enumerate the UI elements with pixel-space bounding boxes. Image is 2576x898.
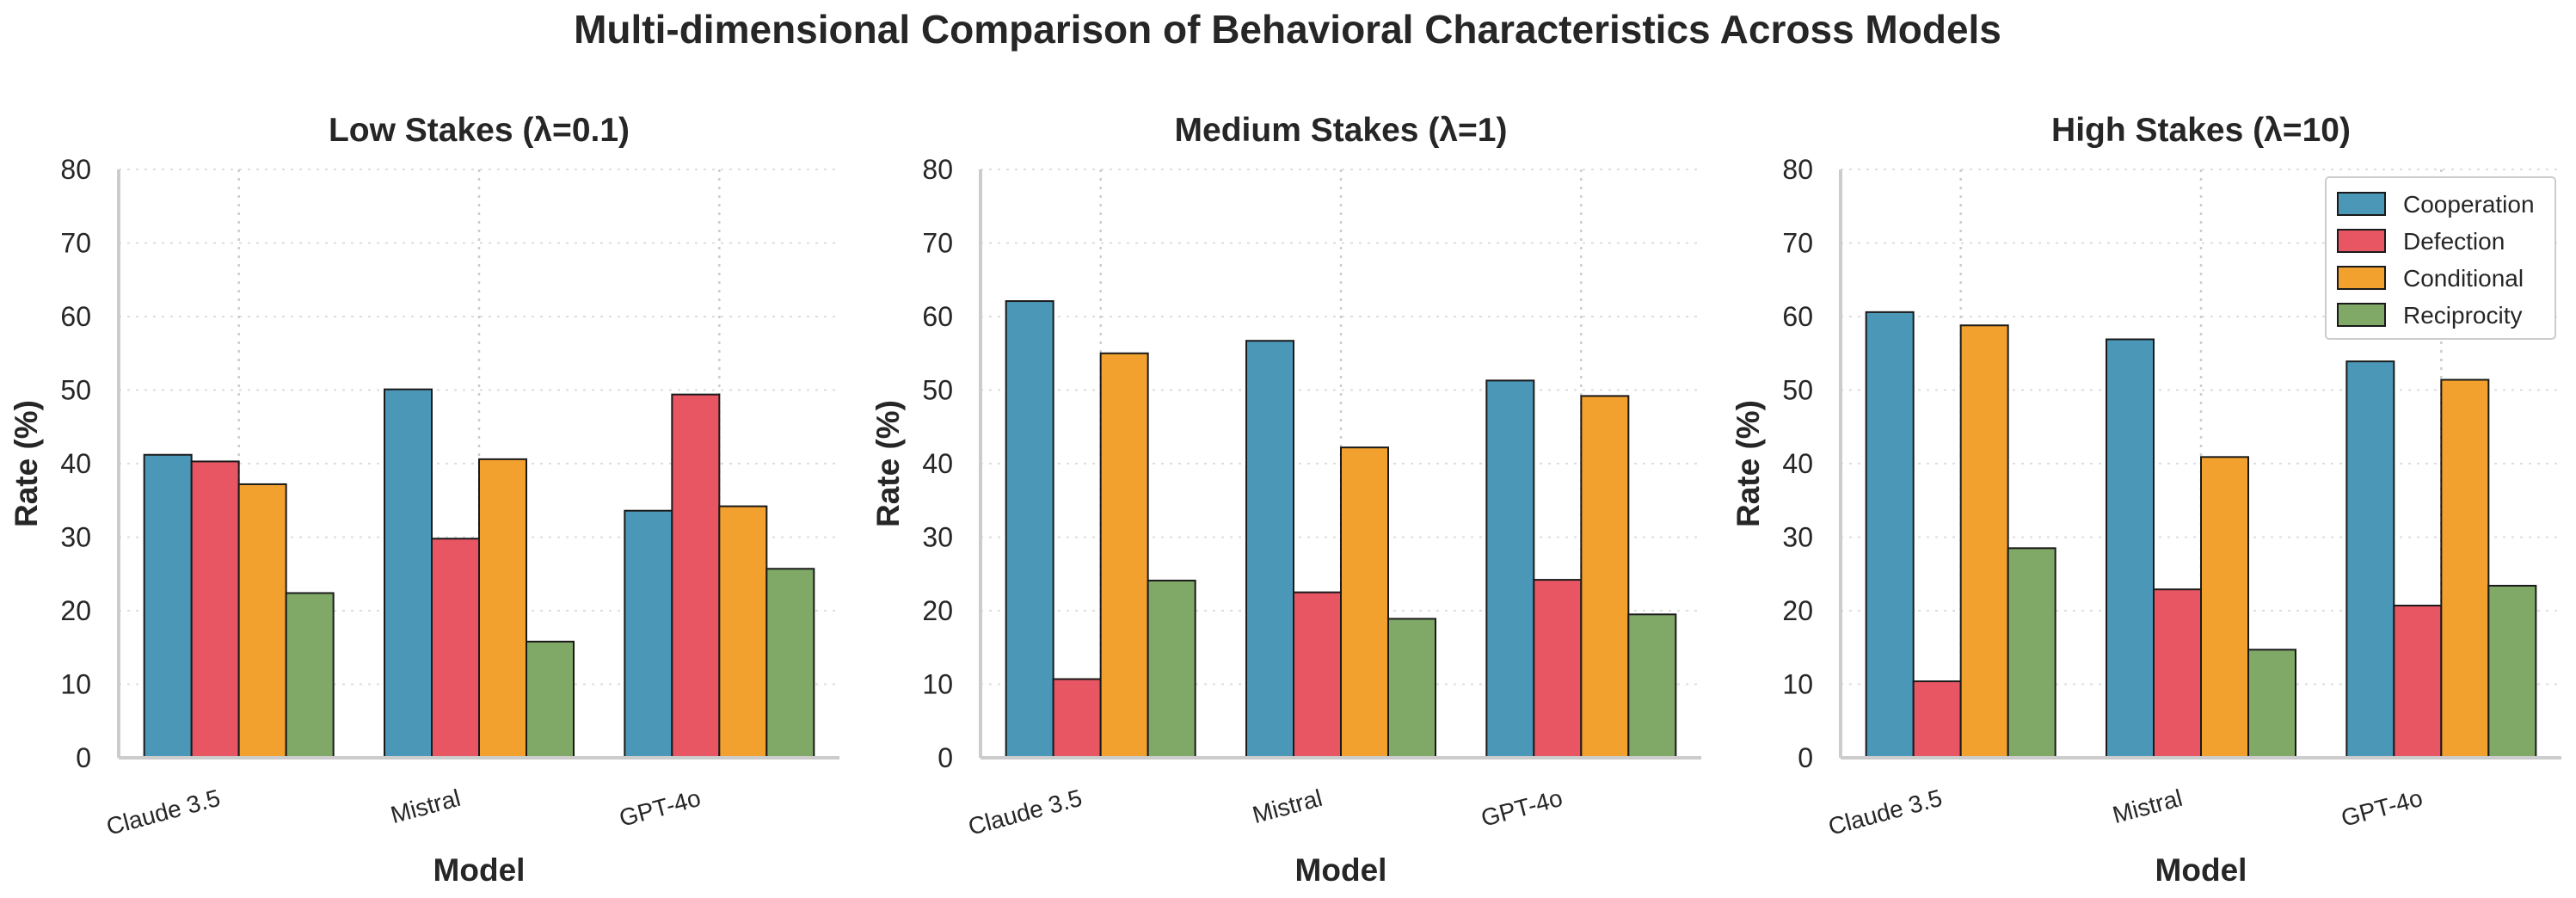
y-axis-label: Rate (%) bbox=[9, 400, 44, 527]
bar-cooperation-gpt-4o bbox=[1485, 379, 1535, 759]
y-tick-label: 0 bbox=[1798, 742, 1813, 773]
chart-title: Multi-dimensional Comparison of Behavior… bbox=[574, 7, 2001, 52]
bar-conditional-mistral bbox=[1340, 446, 1389, 759]
bar-reciprocity-claude-3-5 bbox=[2007, 547, 2056, 760]
bar-defection-mistral bbox=[2153, 588, 2202, 760]
bar-conditional-gpt-4o bbox=[2440, 378, 2490, 759]
bar-defection-claude-3-5 bbox=[1052, 678, 1102, 760]
bar-cooperation-mistral bbox=[1245, 340, 1294, 759]
y-tick-label: 10 bbox=[60, 669, 91, 700]
y-tick-label: 60 bbox=[60, 301, 91, 332]
subplot-title: High Stakes (λ=10) bbox=[2051, 112, 2351, 149]
bar-reciprocity-claude-3-5 bbox=[1147, 579, 1196, 759]
y-tick-label: 20 bbox=[1782, 595, 1813, 626]
y-tick-label: 70 bbox=[60, 228, 91, 259]
bar-reciprocity-mistral bbox=[1387, 618, 1436, 760]
y-tick-label: 60 bbox=[1782, 301, 1813, 332]
legend-frame bbox=[2325, 176, 2556, 340]
bar-conditional-claude-3-5 bbox=[237, 483, 287, 759]
y-tick-label: 30 bbox=[60, 522, 91, 553]
y-tick-label: 20 bbox=[60, 595, 91, 626]
x-tick-label: GPT-4o bbox=[617, 784, 704, 832]
y-tick-label: 10 bbox=[922, 669, 953, 700]
legend-swatch-reciprocity bbox=[2337, 303, 2386, 327]
y-tick-label: 30 bbox=[1782, 522, 1813, 553]
bar-conditional-gpt-4o bbox=[1580, 395, 1630, 759]
x-tick-label: Mistral bbox=[1250, 784, 1325, 828]
legend-swatch-cooperation bbox=[2337, 192, 2386, 216]
bar-cooperation-gpt-4o bbox=[2345, 360, 2395, 759]
bar-defection-claude-3-5 bbox=[190, 460, 240, 759]
y-tick-label: 80 bbox=[922, 154, 953, 185]
bar-cooperation-gpt-4o bbox=[624, 509, 673, 759]
y-tick-label: 20 bbox=[922, 595, 953, 626]
y-tick-label: 40 bbox=[922, 448, 953, 479]
x-axis-label: Model bbox=[433, 852, 526, 888]
bar-conditional-mistral bbox=[478, 458, 527, 759]
y-tick-label: 10 bbox=[1782, 669, 1813, 700]
bar-defection-gpt-4o bbox=[671, 393, 721, 759]
bar-defection-gpt-4o bbox=[1533, 579, 1583, 760]
legend-swatch-defection bbox=[2337, 229, 2386, 253]
bar-cooperation-mistral bbox=[384, 388, 433, 759]
y-tick-label: 40 bbox=[1782, 448, 1813, 479]
legend-label-cooperation: Cooperation bbox=[2403, 191, 2535, 218]
bar-reciprocity-mistral bbox=[526, 640, 575, 759]
subplot-title: Medium Stakes (λ=1) bbox=[1175, 112, 1508, 149]
bar-defection-mistral bbox=[431, 538, 480, 760]
y-axis-label: Rate (%) bbox=[1731, 400, 1766, 527]
bar-defection-claude-3-5 bbox=[1912, 680, 1962, 760]
x-tick-label: Claude 3.5 bbox=[103, 784, 223, 840]
panels-group: 0 10 20 30 40 50 60 70 80 Claude 3.5 Mistral GPT-4o… bbox=[9, 112, 2561, 888]
subplot-2: 0 10 20 30 40 50 60 70 80 Claude 3.5 Mistral GPT-4o… bbox=[870, 112, 1701, 888]
x-tick-label: Mistral bbox=[388, 784, 464, 828]
legend-swatch-conditional bbox=[2337, 266, 2386, 290]
y-tick-label: 50 bbox=[1782, 375, 1813, 406]
bar-defection-mistral bbox=[1293, 591, 1342, 759]
y-tick-label: 30 bbox=[922, 522, 953, 553]
bar-reciprocity-gpt-4o bbox=[765, 568, 815, 760]
bar-cooperation-claude-3-5 bbox=[1005, 300, 1054, 760]
x-axis-label: Model bbox=[2155, 852, 2247, 888]
legend-label-conditional: Conditional bbox=[2403, 265, 2524, 292]
y-axis-label: Rate (%) bbox=[870, 400, 906, 527]
x-tick-label: GPT-4o bbox=[2339, 784, 2425, 832]
y-tick-label: 80 bbox=[1782, 154, 1813, 185]
x-tick-label: Claude 3.5 bbox=[965, 784, 1085, 840]
bar-reciprocity-claude-3-5 bbox=[285, 592, 335, 759]
bar-conditional-mistral bbox=[2200, 456, 2249, 759]
subplot-title: Low Stakes (λ=0.1) bbox=[329, 112, 630, 149]
y-tick-label: 50 bbox=[922, 375, 953, 406]
x-tick-label: GPT-4o bbox=[1479, 784, 1565, 832]
bar-reciprocity-mistral bbox=[2247, 649, 2296, 759]
y-tick-label: 70 bbox=[1782, 228, 1813, 259]
bar-cooperation-claude-3-5 bbox=[143, 453, 193, 759]
subplot-3: 0 10 20 30 40 50 60 70 80 Claude 3.5 Mistral GPT-4o… bbox=[1731, 112, 2561, 888]
x-tick-label: Claude 3.5 bbox=[1825, 784, 1945, 840]
x-tick-label: Mistral bbox=[2110, 784, 2186, 828]
bar-reciprocity-gpt-4o bbox=[1627, 613, 1677, 760]
bar-conditional-claude-3-5 bbox=[1959, 324, 2009, 759]
y-tick-label: 50 bbox=[60, 375, 91, 406]
subplot-1: 0 10 20 30 40 50 60 70 80 Claude 3.5 Mistral GPT-4o… bbox=[9, 112, 839, 888]
y-tick-label: 70 bbox=[922, 228, 953, 259]
bar-defection-gpt-4o bbox=[2393, 605, 2443, 760]
y-tick-label: 0 bbox=[76, 742, 91, 773]
legend: Cooperation Defection Conditional Reciproci… bbox=[2325, 176, 2556, 340]
bar-cooperation-claude-3-5 bbox=[1865, 311, 1915, 759]
y-tick-label: 60 bbox=[922, 301, 953, 332]
y-tick-label: 40 bbox=[60, 448, 91, 479]
bar-conditional-gpt-4o bbox=[718, 505, 768, 760]
bar-cooperation-mistral bbox=[2106, 338, 2155, 759]
legend-label-defection: Defection bbox=[2403, 228, 2505, 255]
bar-conditional-claude-3-5 bbox=[1099, 352, 1149, 759]
y-tick-label: 0 bbox=[938, 742, 953, 773]
bar-reciprocity-gpt-4o bbox=[2487, 584, 2537, 759]
y-tick-label: 80 bbox=[60, 154, 91, 185]
legend-label-reciprocity: Reciprocity bbox=[2403, 302, 2522, 329]
x-axis-label: Model bbox=[1295, 852, 1387, 888]
